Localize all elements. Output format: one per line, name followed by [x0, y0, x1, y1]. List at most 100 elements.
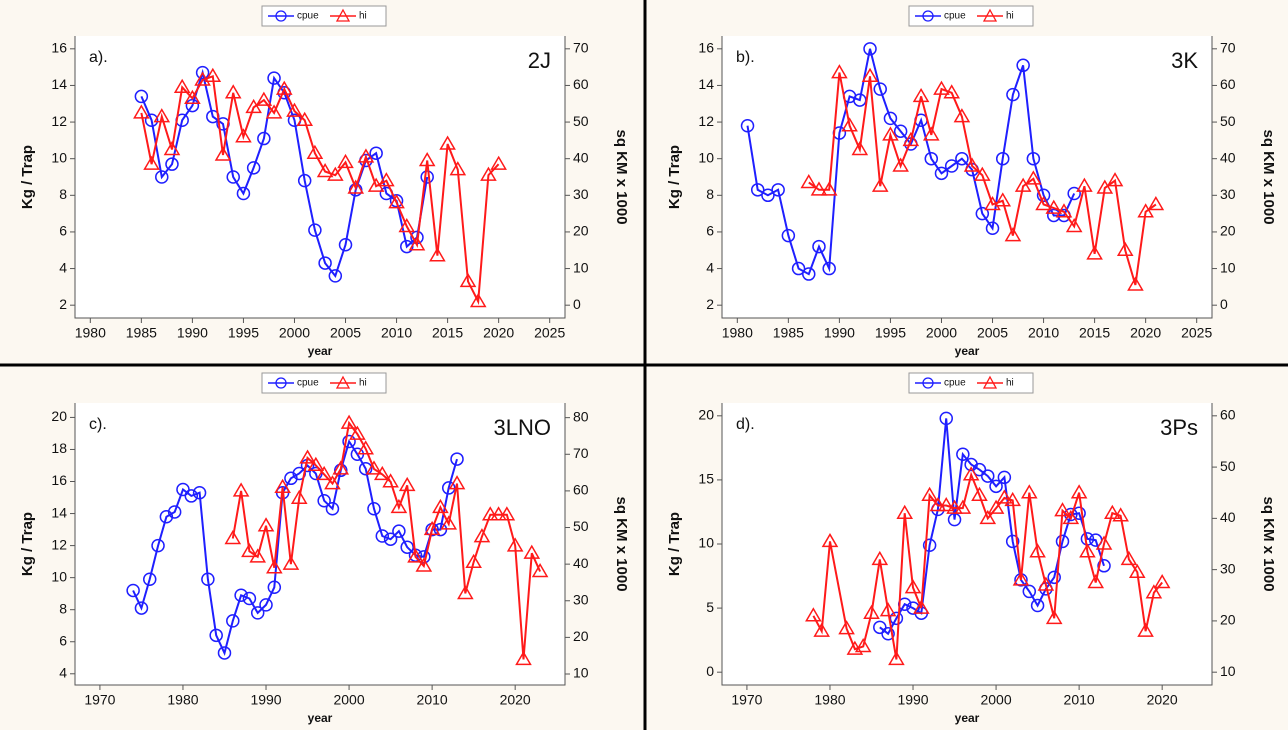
- marker: [1055, 534, 1070, 549]
- marker: [974, 166, 991, 181]
- marker: [236, 186, 251, 201]
- legend-label: cpue: [297, 378, 319, 389]
- marker: [873, 82, 887, 96]
- y-axis-label: Kg / Trap: [19, 145, 36, 209]
- marker: [163, 141, 181, 156]
- marker: [1029, 543, 1046, 558]
- x-tick-label: 1995: [228, 325, 259, 341]
- y2-axis-label: sq KM x 1000: [1260, 129, 1277, 224]
- marker: [194, 71, 211, 86]
- y-tick-label: 6: [59, 223, 67, 239]
- x-tick-label: 2000: [333, 692, 364, 708]
- x-tick-label: 2010: [1064, 692, 1095, 708]
- y2-tick-label: 10: [573, 259, 589, 275]
- panel: 1970 1980 1990 2000 2010 20200510152010203040…: [666, 372, 1277, 725]
- y-tick-label: 16: [51, 472, 67, 488]
- marker: [1035, 195, 1052, 211]
- marker: [375, 529, 390, 543]
- marker: [142, 572, 157, 586]
- x-axis-label: year: [308, 344, 333, 358]
- marker: [943, 84, 960, 99]
- marker: [997, 470, 1012, 485]
- marker: [358, 461, 373, 476]
- marker: [831, 64, 848, 79]
- marker: [332, 460, 350, 475]
- marker: [490, 506, 507, 521]
- y-axis-label: Kg / Trap: [666, 512, 683, 576]
- series-line: [132, 439, 458, 656]
- marker: [388, 194, 405, 209]
- marker: [450, 452, 464, 466]
- marker: [480, 166, 497, 181]
- marker: [955, 151, 969, 166]
- marker: [418, 152, 436, 167]
- y2-tick-label: 40: [1220, 509, 1236, 525]
- marker: [1016, 58, 1030, 73]
- marker: [1037, 576, 1055, 591]
- panel-label: c).: [89, 416, 107, 433]
- marker: [1153, 573, 1171, 589]
- marker: [400, 239, 414, 254]
- y2-axis-label: sq KM x 1000: [1260, 496, 1277, 591]
- marker: [449, 161, 467, 176]
- marker: [871, 550, 889, 566]
- marker: [929, 497, 947, 512]
- y2-axis-label: sq KM x 1000: [613, 496, 630, 591]
- marker: [994, 192, 1012, 207]
- marker: [469, 293, 487, 308]
- marker: [1070, 484, 1088, 499]
- marker: [984, 195, 1001, 211]
- marker: [902, 131, 920, 147]
- y2-tick-label: 50: [1220, 458, 1236, 474]
- marker: [888, 650, 905, 666]
- y2-tick-label: 0: [1220, 296, 1228, 312]
- y2-tick-label: 60: [573, 76, 589, 92]
- y-tick-label: 4: [59, 259, 67, 275]
- marker: [1012, 571, 1030, 586]
- y-tick-label: 14: [51, 504, 67, 520]
- marker: [266, 559, 283, 574]
- marker: [1065, 217, 1083, 233]
- y-tick-label: 18: [51, 440, 67, 456]
- marker: [893, 124, 908, 138]
- x-tick-label: 1980: [167, 692, 198, 708]
- marker: [214, 146, 232, 161]
- y2-tick-label: 40: [1220, 149, 1236, 165]
- marker: [985, 221, 1000, 236]
- y-tick-label: 0: [706, 663, 714, 679]
- region-label: 3LNO: [494, 415, 551, 440]
- y2-tick-label: 50: [573, 113, 589, 129]
- x-axis-label: year: [955, 344, 980, 358]
- region-label: 3K: [1171, 48, 1198, 73]
- marker: [308, 223, 322, 237]
- marker: [854, 638, 872, 653]
- marker: [975, 206, 990, 221]
- marker: [481, 506, 499, 521]
- x-tick-label: 2015: [432, 325, 463, 341]
- marker: [357, 148, 375, 163]
- marker: [1137, 622, 1154, 637]
- marker: [134, 89, 149, 104]
- marker: [1026, 151, 1041, 166]
- marker: [813, 622, 830, 637]
- x-tick-label: 2005: [330, 325, 361, 341]
- marker: [1020, 484, 1038, 499]
- y2-tick-label: 70: [573, 40, 589, 56]
- marker: [879, 602, 897, 617]
- marker: [347, 179, 365, 194]
- marker: [851, 141, 869, 156]
- marker: [265, 104, 283, 119]
- x-tick-label: 2010: [1028, 325, 1059, 341]
- marker: [299, 449, 316, 464]
- marker: [245, 98, 262, 114]
- marker: [432, 498, 449, 514]
- axes: [721, 36, 1213, 319]
- marker: [259, 598, 273, 612]
- x-tick-label: 2025: [1181, 325, 1212, 341]
- marker: [342, 434, 356, 449]
- legend-label: cpue: [944, 11, 966, 22]
- marker: [337, 153, 354, 169]
- marker: [972, 462, 987, 477]
- series-line: [140, 74, 500, 306]
